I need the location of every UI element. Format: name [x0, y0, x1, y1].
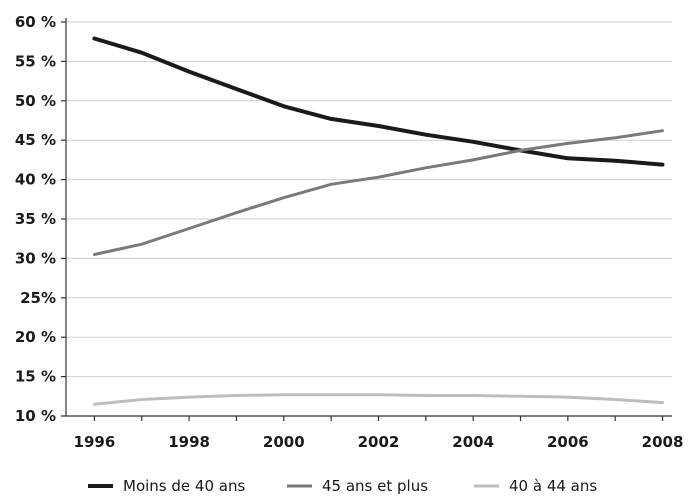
y-tick-label: 50 % — [15, 92, 56, 110]
legend: Moins de 40 ans 45 ans et plus 40 à 44 ans — [88, 477, 597, 495]
y-tick-label: 20 % — [15, 328, 56, 346]
axes — [61, 18, 672, 421]
x-tick-label: 2004 — [452, 433, 494, 451]
y-tick-label: 30 % — [15, 249, 56, 267]
y-tick-label: 10 % — [15, 407, 56, 425]
x-tick-label: 2002 — [358, 433, 400, 451]
y-tick-label: 35 % — [15, 210, 56, 228]
y-tick-label: 25% — [20, 289, 56, 307]
y-tick-label: 60 % — [15, 13, 56, 31]
x-tick-label: 2008 — [642, 433, 684, 451]
legend-label: Moins de 40 ans — [123, 477, 245, 495]
x-tick-label: 2006 — [547, 433, 589, 451]
x-tick-label: 1996 — [74, 433, 116, 451]
series-line-2 — [92, 129, 664, 256]
y-tick-label: 40 % — [15, 171, 56, 189]
gridlines — [66, 21, 672, 378]
y-tick-label: 15 % — [15, 368, 56, 386]
series-lines — [92, 36, 665, 406]
legend-label: 40 à 44 ans — [509, 477, 597, 495]
legend-label: 45 ans et plus — [322, 477, 428, 495]
y-tick-label: 55 % — [15, 52, 56, 70]
x-axis-tick-labels: 1996 1998 2000 2002 2004 2006 2008 — [74, 433, 684, 451]
x-tick-label: 1998 — [168, 433, 210, 451]
series-line-1 — [92, 36, 665, 167]
x-tick-label: 2000 — [263, 433, 305, 451]
y-axis-tick-labels: 10 % 15 % 20 % 25% 30 % 35 % 40 % 45 % 50 % 55 % 6… — [15, 13, 56, 425]
series-line-3 — [92, 393, 664, 406]
y-tick-label: 45 % — [15, 131, 56, 149]
